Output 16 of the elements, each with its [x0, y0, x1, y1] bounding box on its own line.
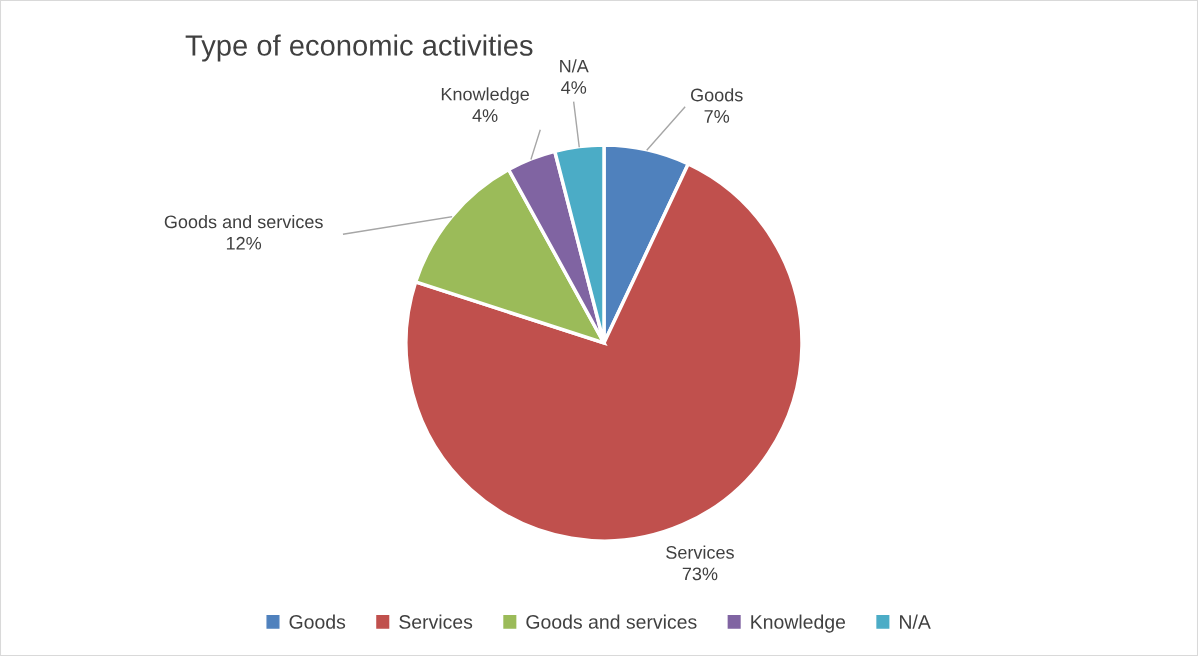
legend-label: Goods: [289, 614, 346, 629]
data-label: 73%: [682, 567, 718, 581]
legend-label: Goods and services: [526, 614, 697, 629]
legend-label: N/A: [900, 614, 931, 629]
legend-label: Knowledge: [751, 614, 846, 633]
chart-title: Type of economic activities: [185, 34, 533, 62]
slice-label: N/A: [560, 59, 589, 73]
slice-label: Goods: [691, 88, 743, 102]
slice-label: Services: [666, 545, 734, 559]
data-label: 7%: [704, 110, 730, 123]
data-label: 12%: [226, 236, 262, 250]
slice-label: Knowledge: [441, 87, 529, 105]
slice-label: Goods and services: [164, 214, 323, 229]
data-label: 4%: [472, 109, 498, 122]
data-label: 4%: [561, 81, 587, 94]
legend-label: Services: [399, 614, 473, 629]
